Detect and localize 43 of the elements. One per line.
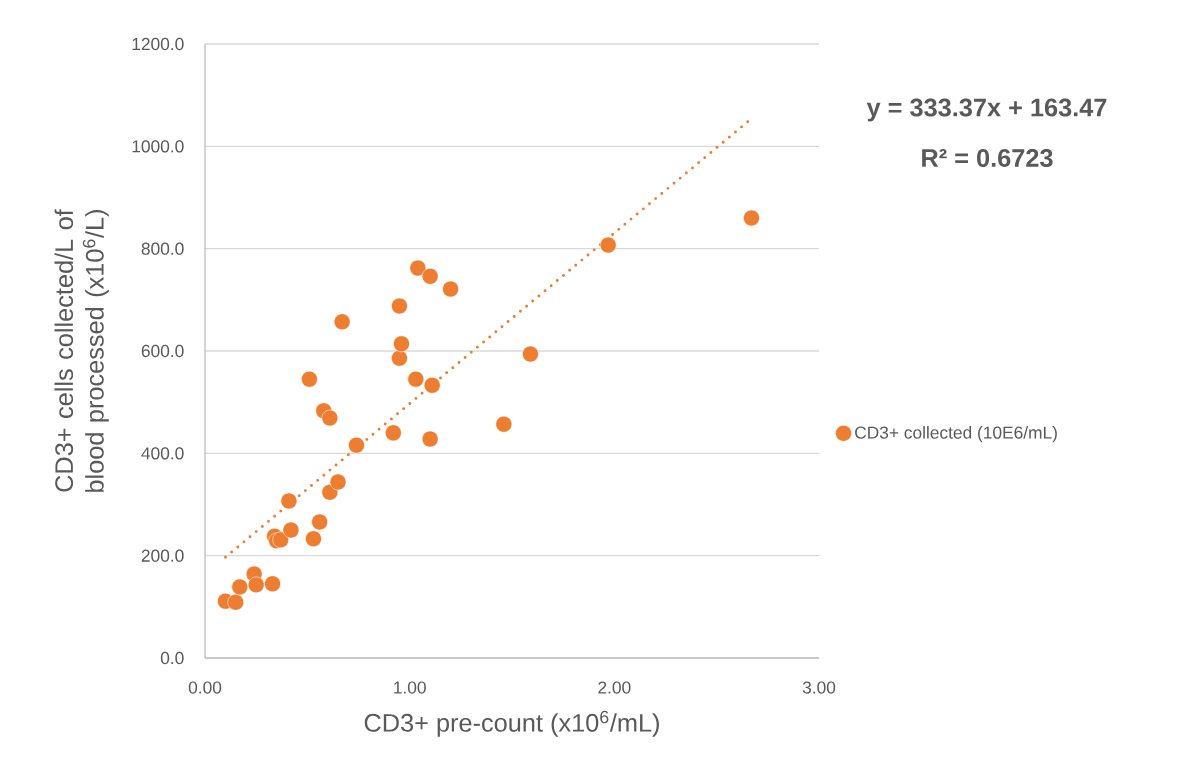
- point: [393, 335, 410, 353]
- point: [385, 424, 402, 442]
- y-tick-label: 800.0: [141, 242, 184, 255]
- point: [280, 492, 298, 510]
- y-tick-label: 400.0: [141, 447, 184, 460]
- x-tick-label: 3.00: [802, 681, 836, 694]
- point: [321, 409, 339, 427]
- point: [391, 297, 408, 315]
- point: [421, 430, 439, 448]
- point: [599, 236, 617, 254]
- y-tick-label: 200.0: [141, 549, 184, 562]
- point: [421, 268, 439, 285]
- point: [311, 513, 328, 531]
- point: [423, 377, 441, 394]
- y-tick-label: 0.0: [160, 651, 184, 665]
- point: [348, 436, 365, 454]
- x-tick-label: 0.00: [188, 681, 222, 694]
- point: [282, 521, 300, 539]
- x-tick-label: 1.00: [394, 681, 426, 694]
- point: [333, 313, 351, 331]
- text: y = 333.37x + 163.47: [866, 98, 1107, 122]
- point: [407, 370, 425, 388]
- point: [391, 349, 408, 367]
- y-tick-label: 600.0: [141, 344, 184, 358]
- point: [264, 575, 281, 593]
- legend-label: CD3+ collected (10E6/mL): [855, 426, 1057, 443]
- y-tick-label: 1000.0: [132, 140, 184, 153]
- point: [301, 370, 318, 388]
- point: [227, 593, 244, 611]
- point: [522, 345, 539, 363]
- point: [743, 209, 760, 227]
- x-tick-label: 2.00: [598, 681, 631, 694]
- point: [442, 280, 459, 298]
- point: [495, 415, 513, 433]
- point: [272, 531, 289, 549]
- y-tick-label: 1200.0: [132, 37, 184, 51]
- text: R² = 0.6723: [922, 149, 1053, 167]
- point: [409, 259, 427, 277]
- point: [231, 578, 249, 596]
- point: [329, 473, 347, 491]
- point: [247, 576, 265, 594]
- x-axis-title: CD3+ pre-count (x10$^{6}$/mL): [364, 710, 659, 737]
- point: [305, 530, 322, 548]
